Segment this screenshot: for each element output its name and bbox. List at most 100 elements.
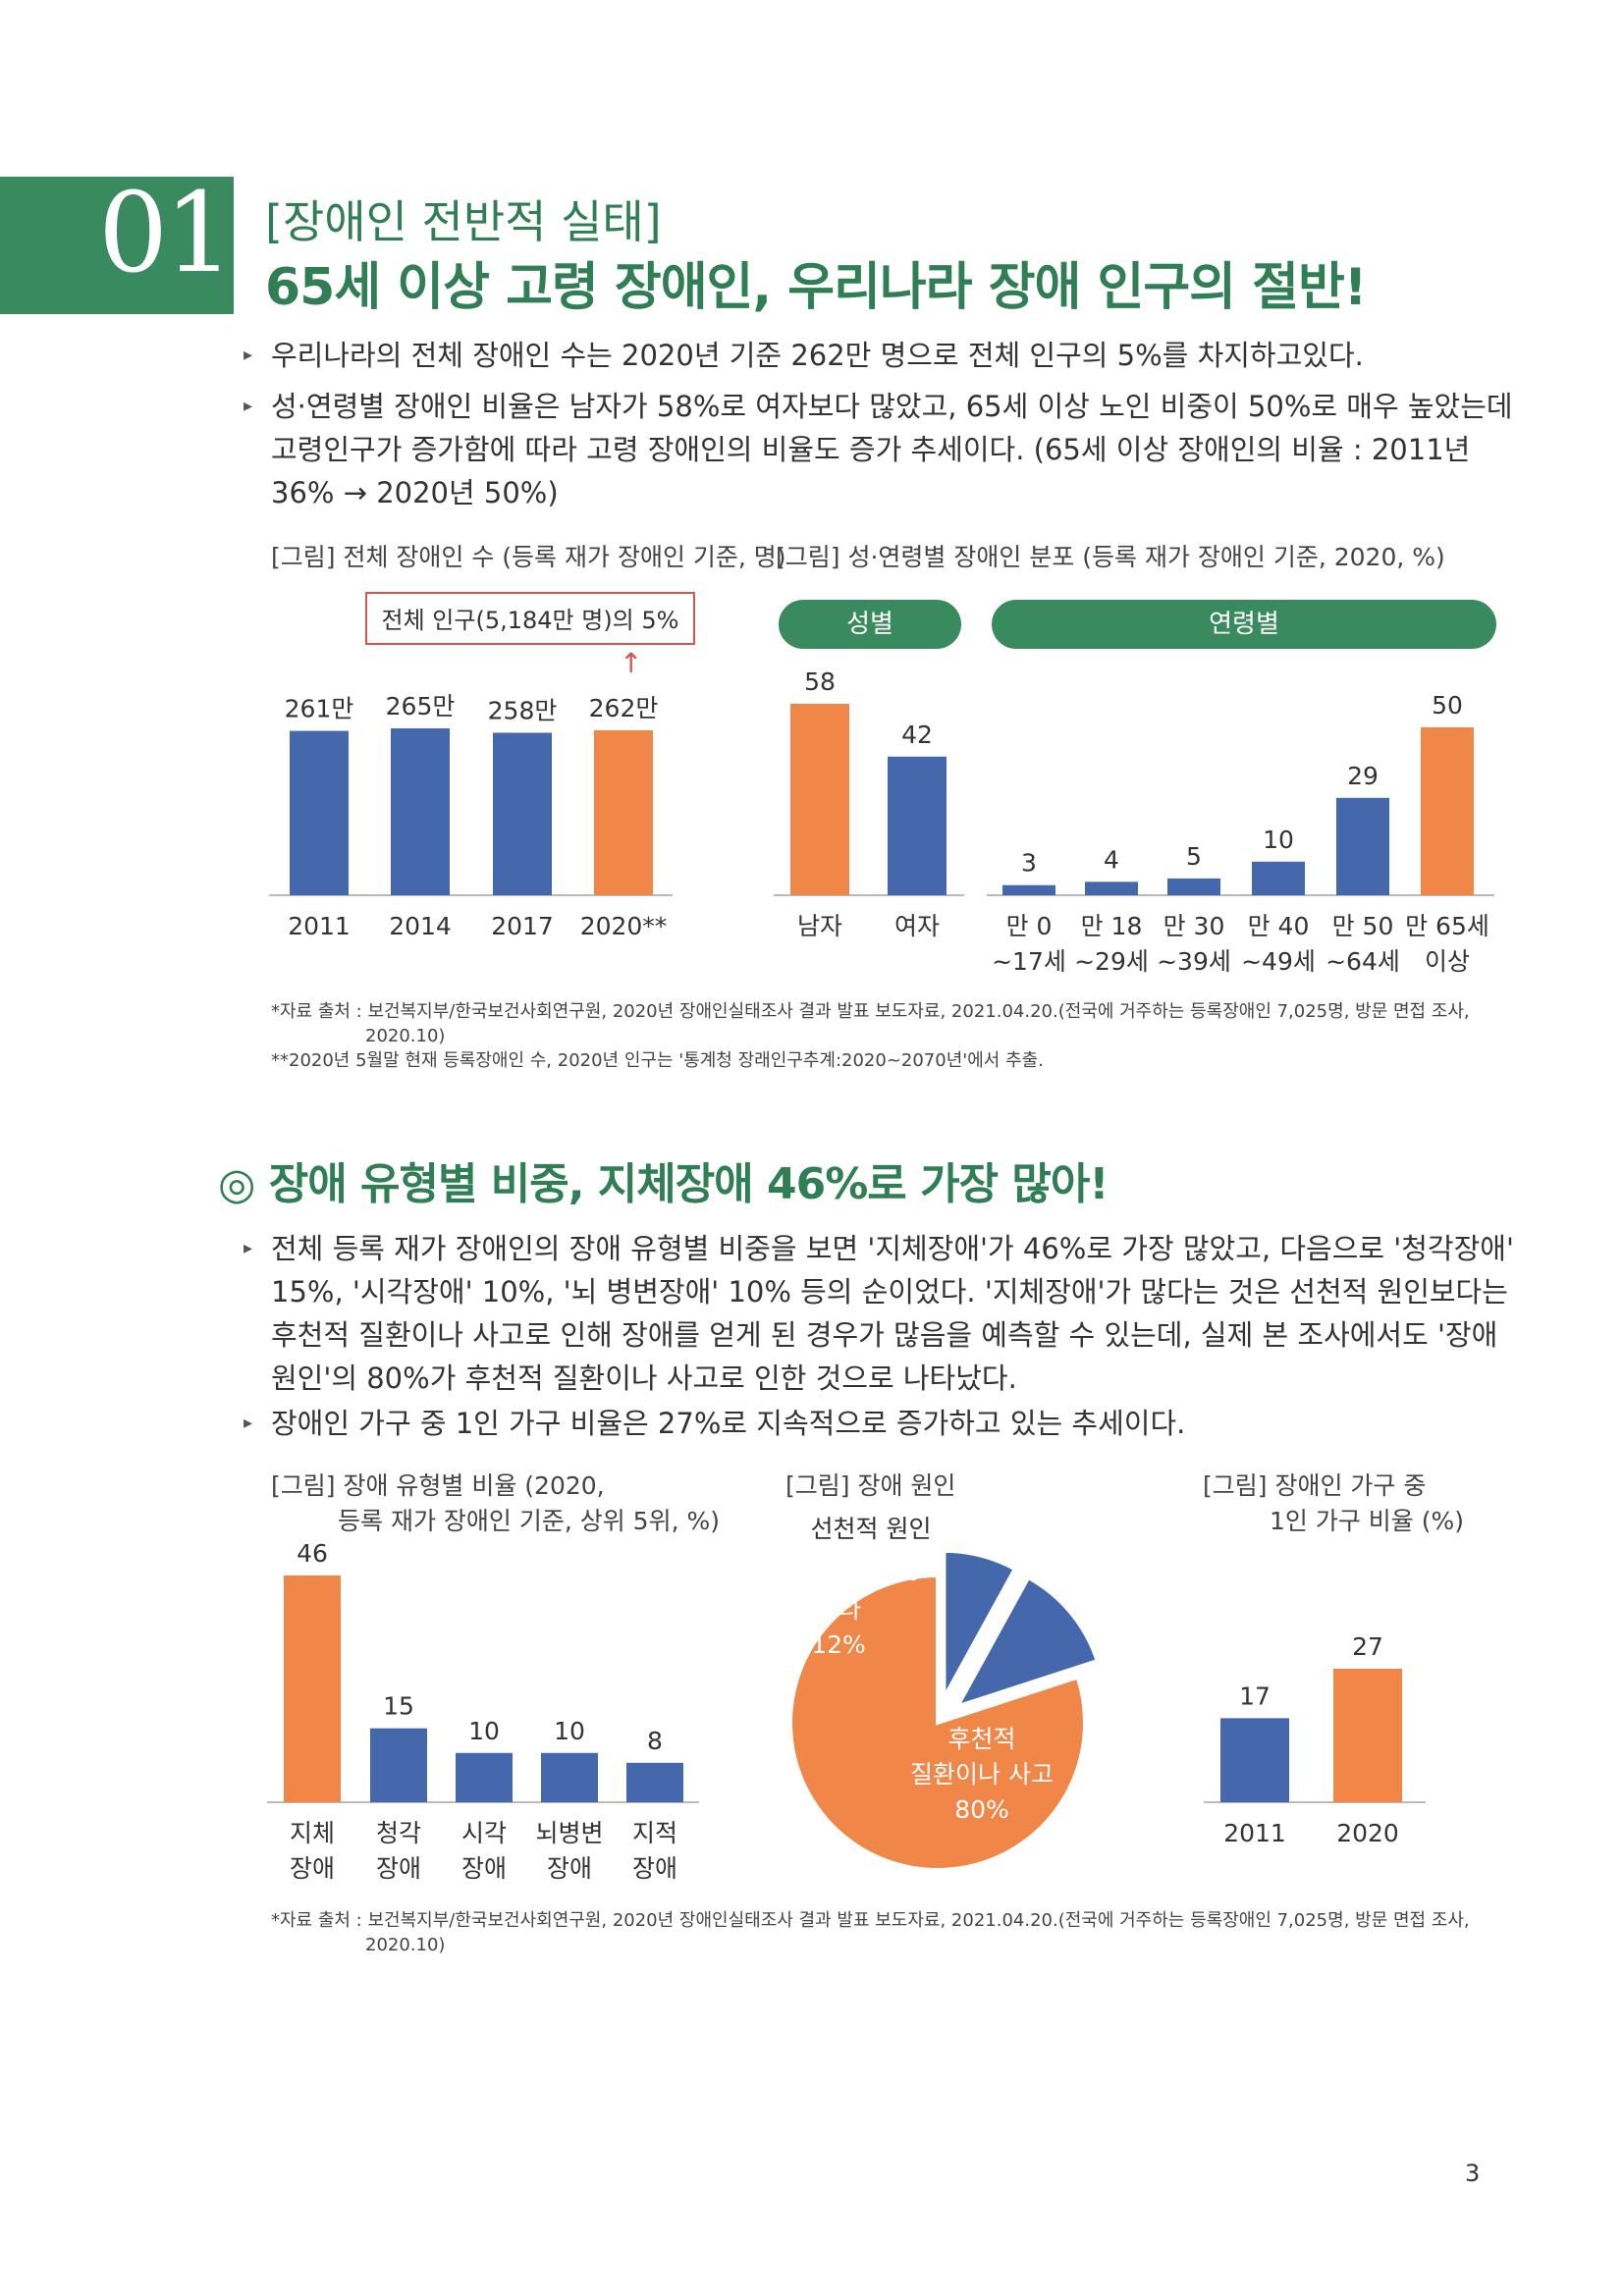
tick-label: 지체: [290, 1819, 335, 1847]
tick-label: 남자: [797, 912, 842, 940]
bar-value-label: 10: [468, 1717, 500, 1745]
section-number: 01: [98, 170, 235, 297]
tick-label: 장애: [290, 1854, 335, 1883]
bar: [1421, 727, 1474, 895]
pie-label-other: 기타: [816, 1595, 861, 1624]
bar: [594, 729, 653, 895]
tick-label: 만 18: [1081, 912, 1143, 940]
section-headline: 65세 이상 고령 장애인, 우리나라 장애 인구의 절반!: [265, 258, 1368, 317]
bar-value-label: 58: [804, 667, 836, 696]
pie-label-congenital-pct: 8%: [880, 1558, 919, 1586]
tick-label: 만 0: [1006, 912, 1053, 940]
tick-label: 만 50: [1332, 912, 1394, 940]
section-badge: [0, 177, 234, 314]
tick-label: 만 40: [1248, 912, 1310, 940]
bar-value-label: 261만: [285, 695, 354, 723]
chart-total-disabled: 261만 2011 265만 2014 258만 2017 262만 2020**: [269, 692, 673, 940]
bar-value-label: 3: [1021, 849, 1037, 878]
bar: [493, 732, 552, 895]
bullet-single-household: ▸ 장애인 가구 중 1인 가구 비율은 27%로 지속적으로 증가하고 있는 …: [243, 1402, 1186, 1445]
pie-slice: [788, 1573, 1087, 1872]
bullet-text: 우리나라의 전체 장애인 수는 2020년 기준 262만 명으로 전체 인구의…: [271, 339, 1364, 372]
tick-label: 이상: [1425, 947, 1470, 976]
figure-caption-household: [그림] 장애인 가구 중 1인 가구 비율 (%): [1203, 1467, 1464, 1537]
chart-disability-cause: 선천적 원인 8% 기타 12% 후천적 질환이나 사고 80%: [788, 1515, 1101, 1872]
bullet-gender-age: ▸ 성·연령별 장애인 비율은 남자가 58%로 여자보다 많았고, 65세 이…: [243, 385, 1513, 514]
bar-value-label: 258만: [488, 696, 558, 724]
pill-age: 연령별: [992, 600, 1496, 649]
tick-label: 여자: [894, 912, 940, 940]
tick-label: ~17세: [992, 947, 1066, 976]
bar: [790, 704, 849, 895]
bullet-text-line: 성·연령별 장애인 비율은 남자가 58%로 여자보다 많았고, 65세 이상 …: [271, 390, 1513, 423]
bullet-text: 장애인 가구 중 1인 가구 비율은 27%로 지속적으로 증가하고 있는 추세…: [271, 1407, 1186, 1440]
pie-slice: [942, 1548, 1018, 1699]
tick-label: 지적: [632, 1819, 677, 1847]
bar: [370, 1728, 427, 1802]
bullet-text-line: 36% → 2020년 50%): [271, 476, 559, 509]
bar-value-label: 46: [297, 1539, 328, 1568]
tick-label: 뇌병변: [535, 1819, 603, 1847]
tick-label: 청각: [376, 1819, 421, 1847]
subhead-disability-type: ◎ 장애 유형별 비중, 지체장애 46%로 가장 많아!: [218, 1159, 1109, 1209]
bar: [1167, 878, 1220, 895]
bullet-marker-icon: ▸: [243, 345, 253, 365]
tick-label: ~49세: [1241, 947, 1316, 976]
source-line: **2020년 5월말 현재 등록장애인 수, 2020년 인구는 '통계청 장…: [271, 1050, 1044, 1071]
source-note-top: *자료 출처 : 보건복지부/한국보건사회연구원, 2020년 장애인실태조사 …: [271, 999, 1470, 1073]
tick-label: 만 65세: [1405, 912, 1489, 940]
bullet-text-line: 15%, '시각장애' 10%, '뇌 병변장애' 10% 등의 순이었다. '…: [271, 1275, 1508, 1308]
tick-label: 장애: [632, 1854, 677, 1883]
tick-label: 장애: [547, 1854, 592, 1883]
source-note-bottom: *자료 출처 : 보건복지부/한국보건사회연구원, 2020년 장애인실태조사 …: [271, 1908, 1470, 1957]
pie-slice: [952, 1575, 1101, 1710]
bullet-text-line: 후천적 질환이나 사고로 인해 장애를 얻게 된 경우가 많음을 예측할 수 있…: [271, 1318, 1498, 1352]
figure-caption-total: [그림] 전체 장애인 수 (등록 재가 장애인 기준, 명): [271, 543, 786, 571]
bullet-text-line: 전체 등록 재가 장애인의 장애 유형별 비중을 보면 '지체장애'가 46%로…: [271, 1232, 1514, 1265]
tick-label: ~39세: [1157, 947, 1231, 976]
caption-line: 1인 가구 비율 (%): [1270, 1507, 1465, 1535]
pill-gender: 성별: [779, 600, 961, 649]
tick-label: ~29세: [1074, 947, 1149, 976]
bar: [626, 1762, 683, 1802]
bar: [456, 1752, 513, 1802]
bar-value-label: 42: [901, 721, 933, 749]
tick-label: 2017: [491, 912, 554, 940]
caption-line: [그림] 장애 유형별 비율 (2020,: [271, 1471, 605, 1500]
bar-value-label: 17: [1239, 1682, 1271, 1710]
source-line: 2020.10): [365, 1935, 446, 1955]
bullet-text-line: 원인'의 80%가 후천적 질환이나 사고로 인한 것으로 나타났다.: [271, 1362, 1017, 1395]
tick-label: 2014: [389, 912, 452, 940]
bar: [1336, 797, 1389, 895]
bar: [1085, 881, 1138, 895]
bar-value-label: 27: [1352, 1632, 1383, 1661]
chart-single-household: 17 2011 27 2020: [1204, 1632, 1426, 1847]
figure-caption-type: [그림] 장애 유형별 비율 (2020, 등록 재가 장애인 기준, 상위 5…: [271, 1467, 720, 1537]
bar-value-label: 10: [1263, 826, 1294, 854]
pie-label-acquired-1: 후천적: [947, 1725, 1015, 1753]
bullet-marker-icon: ▸: [243, 1238, 253, 1258]
bar-value-label: 29: [1347, 762, 1379, 790]
bar-value-label: 8: [647, 1727, 663, 1755]
bar: [1220, 1718, 1289, 1802]
figure-caption-distribution: [그림] 성·연령별 장애인 분포 (등록 재가 장애인 기준, 2020, %…: [776, 543, 1445, 571]
arrow-up-icon: ↑: [620, 647, 643, 679]
source-line: *자료 출처 : 보건복지부/한국보건사회연구원, 2020년 장애인실태조사 …: [271, 1001, 1470, 1022]
pie-label-acquired-pct: 80%: [954, 1795, 1009, 1824]
bullet-marker-icon: ▸: [243, 396, 253, 416]
tick-label: 시각: [461, 1819, 507, 1847]
tick-label: 장애: [461, 1854, 507, 1883]
bar-value-label: 5: [1186, 842, 1202, 871]
page-number: 3: [1465, 2160, 1481, 2187]
bar: [1002, 884, 1055, 895]
top-charts: 261만 2011 265만 2014 258만 2017 262만 2020** 58 남자 4…: [269, 667, 1494, 976]
chart-gender: 58 남자 42 여자: [774, 667, 964, 940]
caption-line: 등록 재가 장애인 기준, 상위 5위, %): [338, 1507, 720, 1535]
bar: [1252, 861, 1305, 895]
pie-label-other-pct: 12%: [811, 1630, 866, 1659]
tick-label: 장애: [376, 1854, 421, 1883]
bar-value-label: 10: [554, 1717, 585, 1745]
bar: [391, 728, 450, 895]
bar-value-label: 265만: [386, 692, 456, 721]
